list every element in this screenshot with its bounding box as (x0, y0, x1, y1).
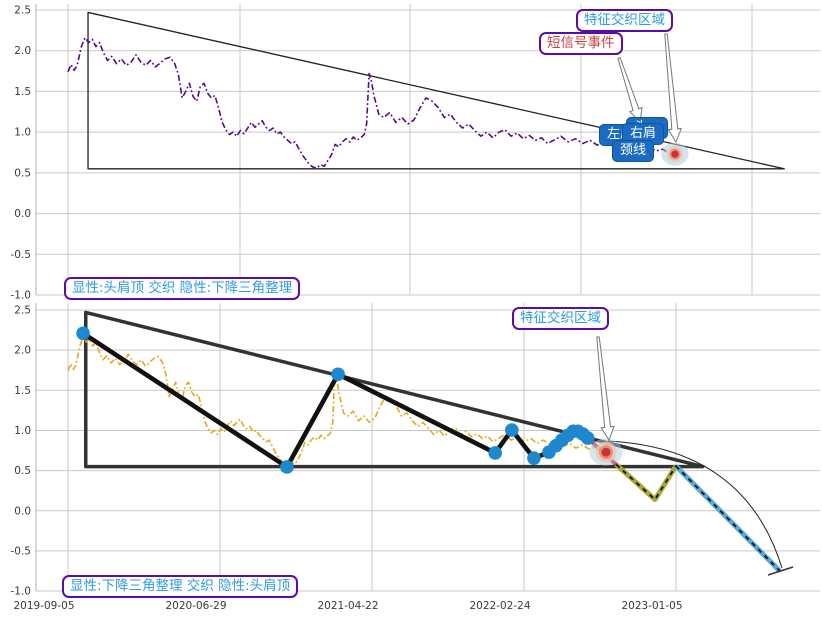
projection-arc (607, 440, 783, 569)
marker-dot (527, 451, 541, 465)
y-tick-label: 0.0 (14, 208, 31, 220)
zigzag-pattern-line (80, 330, 591, 470)
pattern-label-top-panel: 显性:头肩顶 交织 隐性:下降三角整理 (64, 277, 301, 300)
x-tick-label: 2023-01-05 (621, 600, 682, 612)
forecast-olive-line (614, 462, 679, 502)
marker-dot (331, 367, 345, 382)
x-tick-label: 2019-09-05 (13, 600, 74, 612)
annotation-short-signal: 短信号事件 (539, 32, 623, 55)
annotation-feature-zone-bottom: 特征交织区域 (512, 307, 609, 330)
x-tick-label: 2021-04-22 (317, 600, 378, 612)
tooltip-neckline: 颈线 (612, 140, 655, 162)
price-line (67, 336, 607, 467)
marker-dot (580, 431, 595, 445)
x-tick-label: 2020-06-29 (165, 600, 226, 612)
callout-arrow-short-signal (617, 56, 643, 124)
annotation-feature-zone-top: 特征交织区域 (576, 9, 673, 32)
y-tick-label: -0.5 (11, 249, 32, 261)
y-tick-label: 1.5 (14, 385, 31, 397)
callout-arrow-feature-zone-bottom (596, 336, 615, 442)
y-tick-label: 2.5 (14, 305, 31, 317)
signal-dot-top (671, 150, 679, 158)
forecast-end-tick (767, 566, 794, 576)
y-tick-label: 2.0 (14, 345, 31, 357)
y-tick-label: 1.5 (14, 86, 31, 98)
y-tick-label: 2.5 (14, 5, 31, 17)
marker-dot (76, 326, 90, 341)
y-tick-label: 2.0 (14, 45, 31, 57)
y-tick-label: -1.0 (11, 290, 32, 302)
descending-triangle (87, 11, 785, 170)
pattern-label-bottom-panel: 显性:下降三角整理 交织 隐性:头肩顶 (62, 575, 299, 598)
signal-dot (601, 447, 611, 457)
y-tick-label: 1.0 (14, 127, 31, 139)
marker-dot (488, 446, 502, 460)
y-tick-label: 0.0 (14, 505, 31, 517)
tooltip-right-shoulder: 右肩 (622, 123, 665, 145)
forecast-blue-dashes (675, 465, 781, 572)
y-tick-label: 0.5 (14, 167, 31, 179)
descending-triangle (84, 310, 705, 469)
price-line (67, 36, 676, 169)
y-tick-label: -0.5 (11, 545, 32, 557)
x-tick-label: 2022-02-24 (469, 600, 530, 612)
callout-arrow-feature-zone-top (664, 33, 683, 144)
marker-dot (505, 423, 519, 437)
y-tick-label: -1.0 (11, 586, 32, 598)
marker-dot (280, 460, 294, 474)
y-tick-label: 0.5 (14, 465, 31, 477)
y-tick-label: 1.0 (14, 425, 31, 437)
